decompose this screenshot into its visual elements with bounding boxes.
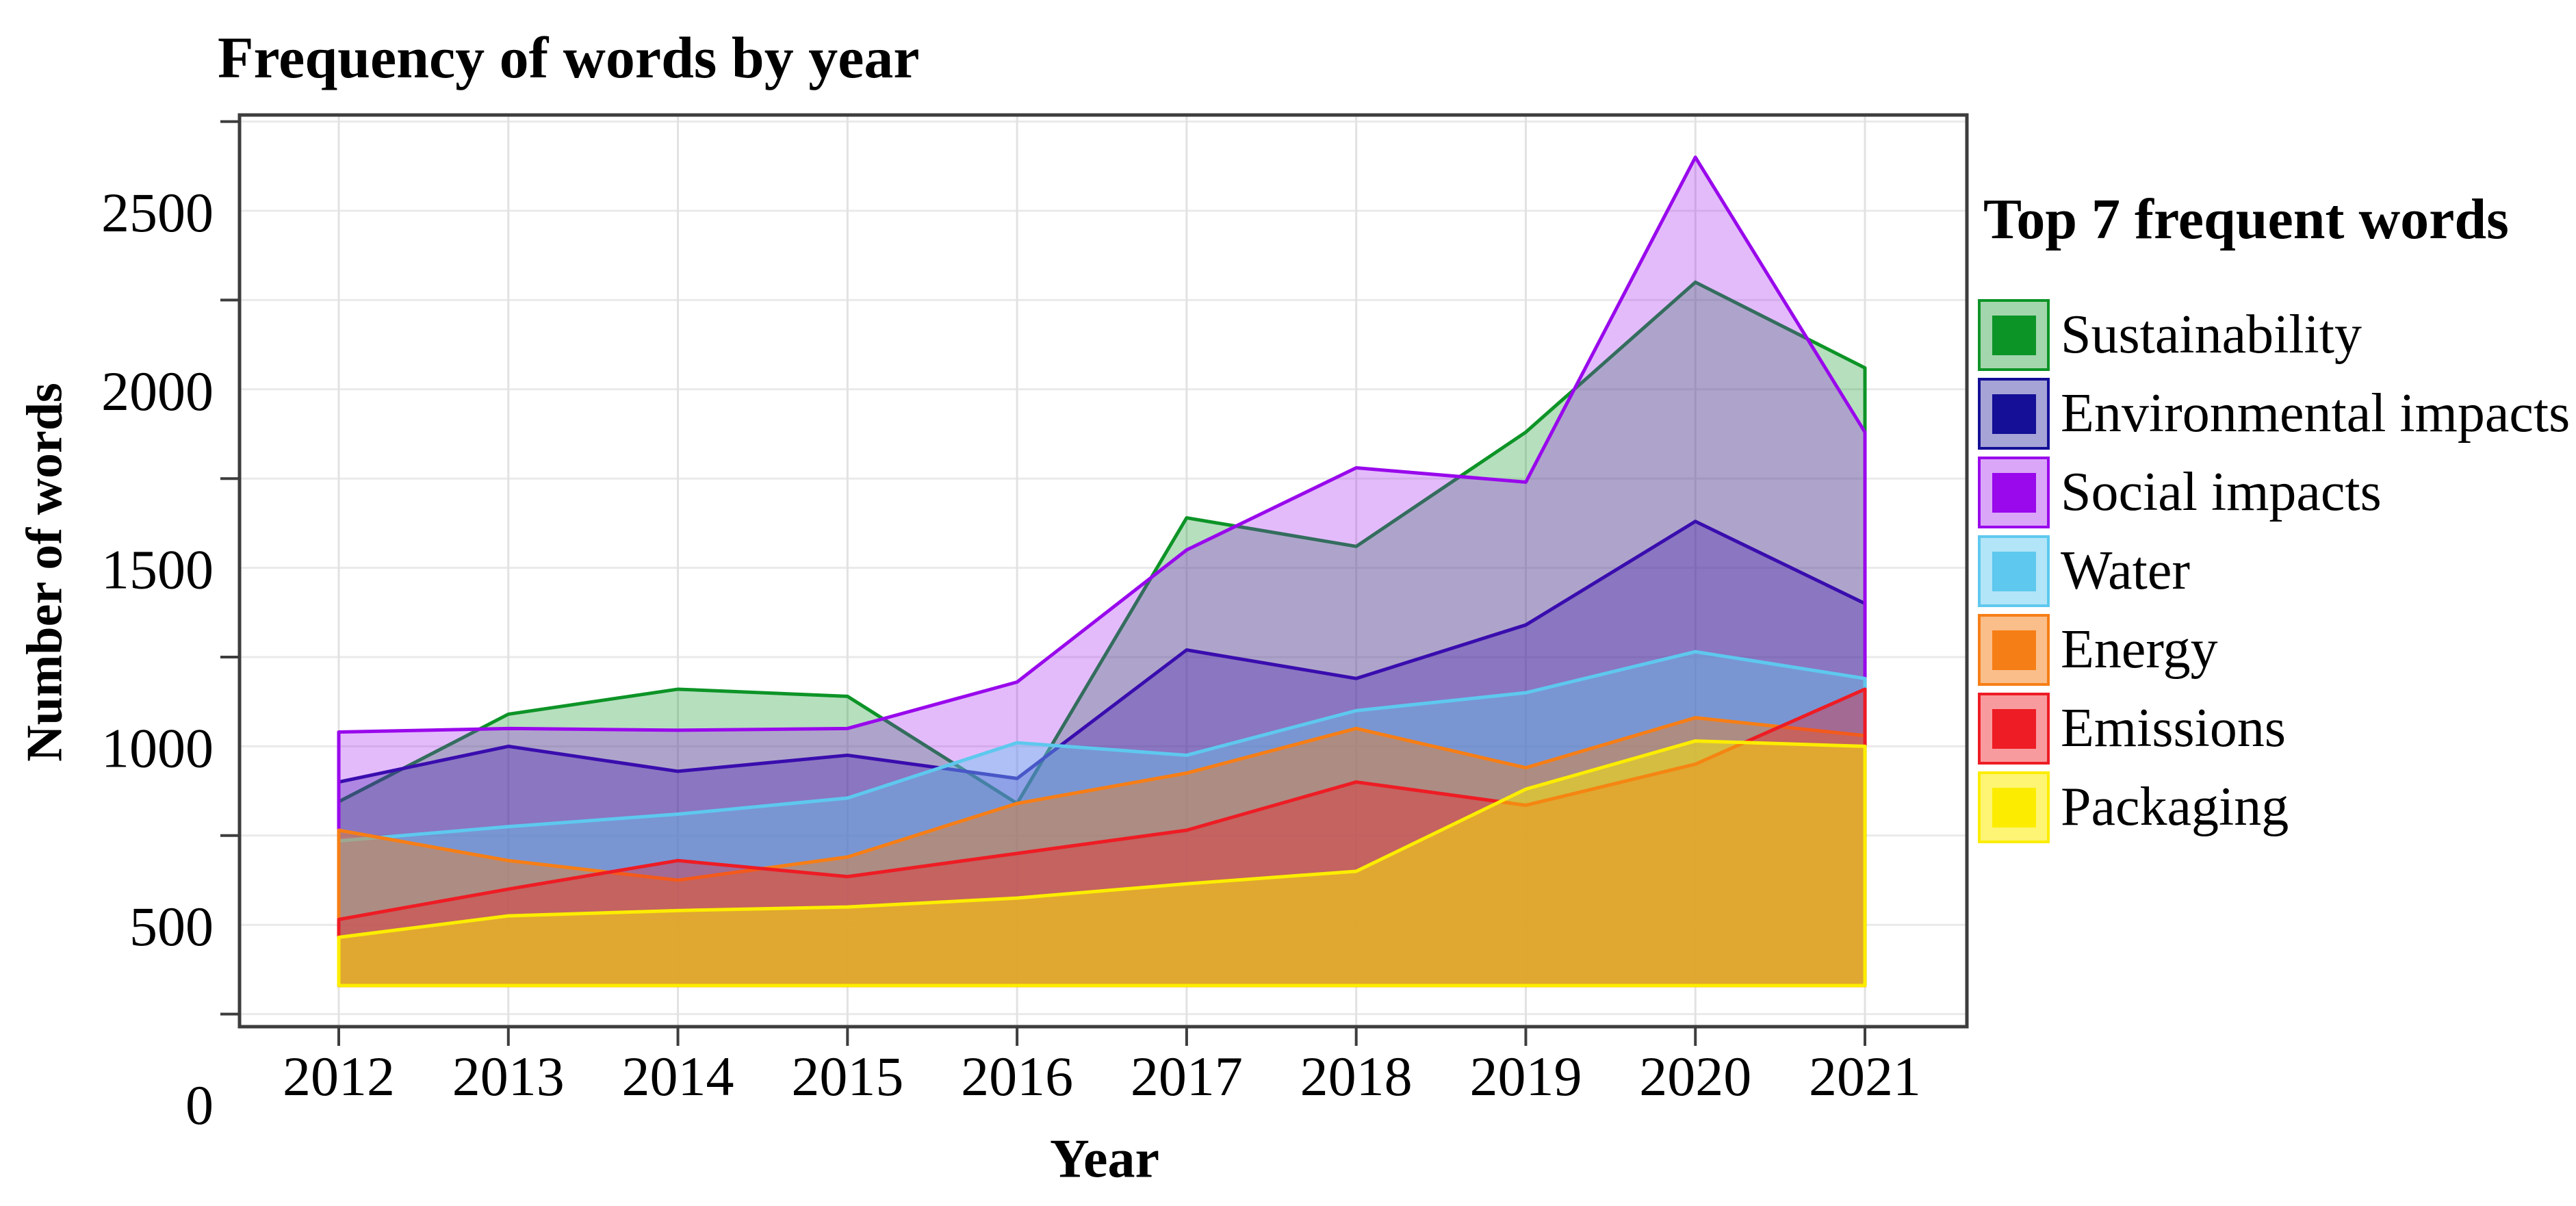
- x-tick-label: 2013: [452, 1045, 565, 1107]
- packaging-swatch-icon: [1978, 771, 2050, 843]
- x-tick-label: 2020: [1639, 1045, 1751, 1107]
- legend-label: Social impacts: [2061, 462, 2382, 522]
- y-tick-label: 2000: [101, 360, 214, 422]
- energy-swatch-icon: [1978, 614, 2050, 686]
- water-swatch-core: [1992, 551, 2036, 591]
- legend-label: Environmental impacts: [2061, 383, 2571, 444]
- legend-item-water: Water: [1978, 535, 2573, 607]
- y-tick-label: 1500: [101, 539, 214, 601]
- y-tick-label: 500: [129, 895, 214, 958]
- x-tick-label: 2015: [791, 1045, 903, 1107]
- chart-title: Frequency of words by year: [218, 25, 920, 90]
- emissions-swatch-icon: [1978, 693, 2050, 765]
- x-tick-label: 2017: [1131, 1045, 1243, 1107]
- legend-item-energy: Energy: [1978, 614, 2573, 686]
- x-tick-label: 2021: [1809, 1045, 1921, 1107]
- legend-label: Energy: [2061, 619, 2218, 680]
- environmental-impacts-swatch-core: [1992, 394, 2036, 434]
- environmental-impacts-swatch-icon: [1978, 378, 2050, 450]
- legend-items: Sustainability Environmental impacts Socia…: [1978, 299, 2573, 843]
- x-tick-label: 2016: [961, 1045, 1073, 1107]
- x-tick-label: 2018: [1300, 1045, 1413, 1107]
- social-impacts-swatch-core: [1992, 472, 2036, 513]
- legend-title: Top 7 frequent words: [1983, 188, 2509, 251]
- sustainability-swatch-icon: [1978, 299, 2050, 371]
- x-tick-label: 2014: [622, 1045, 734, 1107]
- legend-item-sustainability: Sustainability: [1978, 299, 2573, 371]
- legend: Top 7 frequent words Sustainability Envir…: [1978, 186, 2573, 850]
- legend-item-environmental-impacts: Environmental impacts: [1978, 378, 2573, 450]
- y-tick-label: 2500: [101, 181, 214, 244]
- y-tick-label: 1000: [101, 717, 214, 779]
- sustainability-swatch-core: [1992, 315, 2036, 355]
- legend-label: Emissions: [2061, 698, 2286, 758]
- legend-label: Sustainability: [2061, 305, 2362, 365]
- plot-border: [237, 113, 1969, 1029]
- water-swatch-icon: [1978, 535, 2050, 607]
- social-impacts-swatch-icon: [1978, 457, 2050, 528]
- x-tick-label: 2019: [1469, 1045, 1582, 1107]
- legend-label: Packaging: [2061, 777, 2289, 837]
- emissions-swatch-core: [1992, 708, 2036, 749]
- series-area-packaging: [337, 739, 1867, 988]
- legend-item-packaging: Packaging: [1978, 771, 2573, 843]
- series-area-social-impacts: [337, 155, 1867, 988]
- x-axis-label: Year: [1050, 1129, 1159, 1190]
- legend-item-social-impacts: Social impacts: [1978, 457, 2573, 528]
- y-tick-label: 0: [185, 1074, 214, 1136]
- packaging-swatch-core: [1992, 787, 2036, 827]
- energy-swatch-core: [1992, 630, 2036, 670]
- legend-label: Water: [2061, 541, 2190, 601]
- legend-item-emissions: Emissions: [1978, 693, 2573, 765]
- x-tick-label: 2012: [283, 1045, 395, 1107]
